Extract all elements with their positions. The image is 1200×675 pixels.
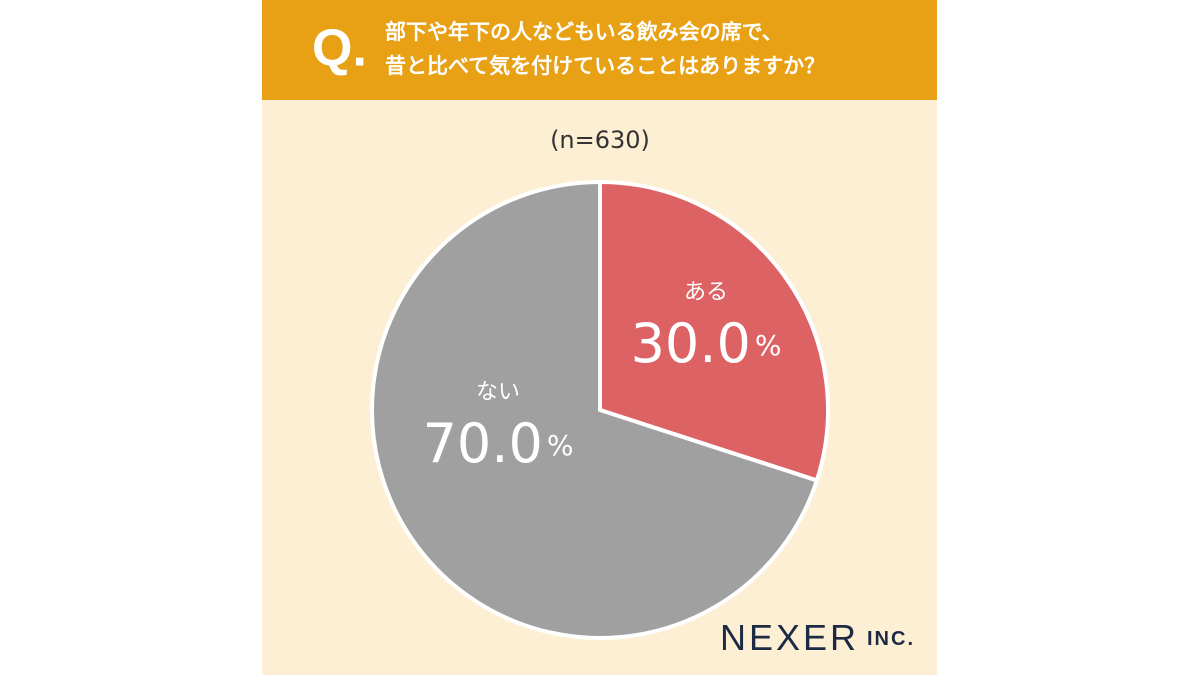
chart-title: 昔と比べて気を付けていることはありますか？ [385,54,825,78]
value-label: 30.0% [631,312,782,375]
brand: NEXER [720,617,859,658]
brand-logo: NEXER INC. [720,617,915,658]
pie-slice [370,180,819,640]
brand-suffix: INC. [867,628,915,650]
sample-size: (n=630) [550,126,650,154]
question-mark: Q. [312,20,367,78]
pie: ある 30.0 % ない 70.0% [370,180,830,640]
chart-title: 部下や年下の人などもいる飲み会の席で、 [385,20,783,44]
pie-slice [598,180,830,483]
header [262,0,937,100]
value-label: 70.0% [423,412,574,475]
slice-label: ある [684,280,728,305]
slice-label: ない [476,380,520,405]
